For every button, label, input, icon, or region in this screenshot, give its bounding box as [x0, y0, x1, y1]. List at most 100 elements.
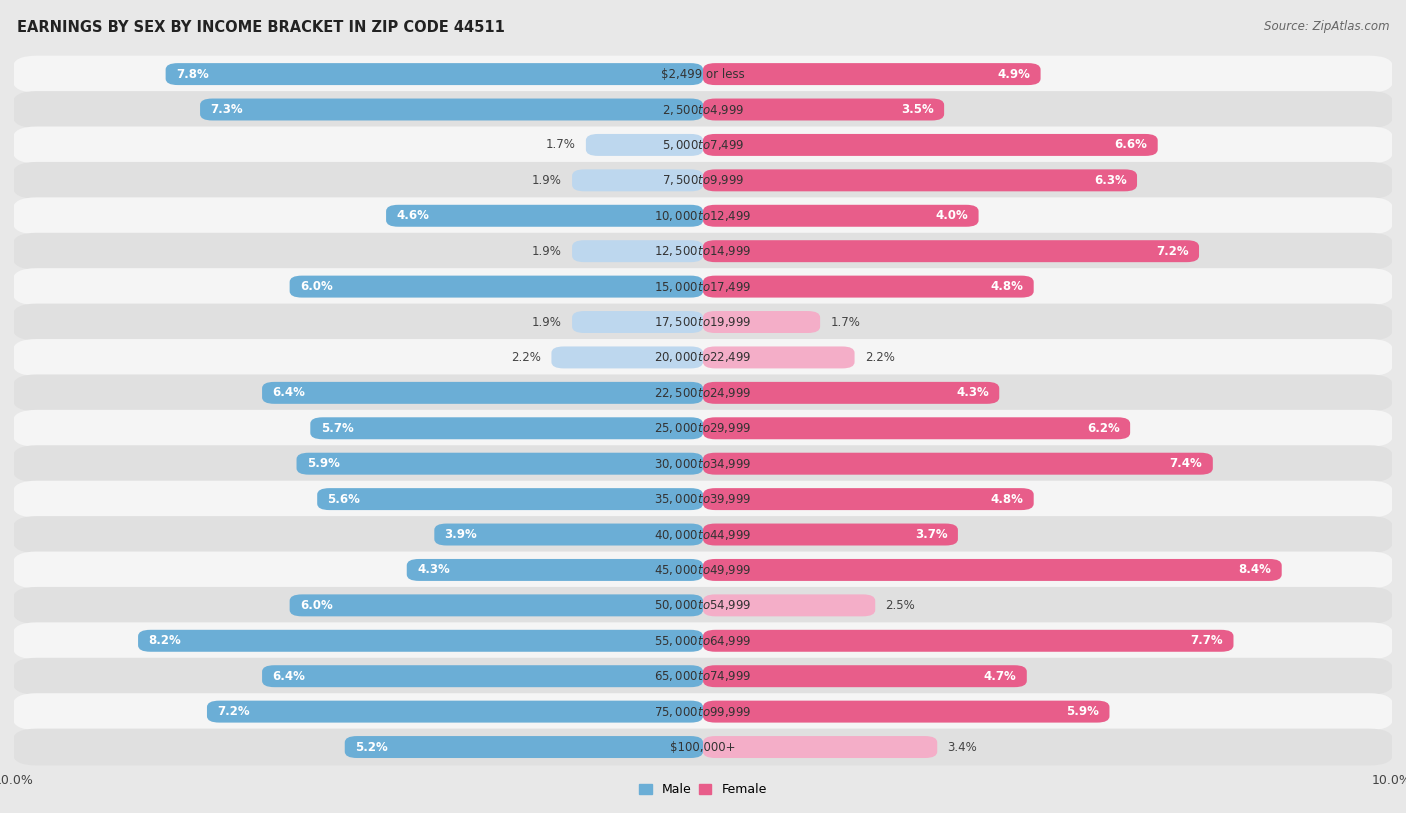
FancyBboxPatch shape — [318, 488, 703, 510]
FancyBboxPatch shape — [290, 594, 703, 616]
FancyBboxPatch shape — [13, 480, 1393, 518]
Text: $15,000 to $17,499: $15,000 to $17,499 — [654, 280, 752, 293]
Text: $50,000 to $54,999: $50,000 to $54,999 — [654, 598, 752, 612]
Text: $45,000 to $49,999: $45,000 to $49,999 — [654, 563, 752, 577]
FancyBboxPatch shape — [703, 453, 1213, 475]
Text: 8.2%: 8.2% — [149, 634, 181, 647]
Text: 6.6%: 6.6% — [1115, 138, 1147, 151]
Text: 2.5%: 2.5% — [886, 599, 915, 612]
FancyBboxPatch shape — [703, 276, 1033, 298]
Text: 6.2%: 6.2% — [1087, 422, 1119, 435]
Text: 5.6%: 5.6% — [328, 493, 360, 506]
FancyBboxPatch shape — [703, 630, 1233, 652]
Text: $22,500 to $24,999: $22,500 to $24,999 — [654, 386, 752, 400]
Text: 2.2%: 2.2% — [865, 351, 894, 364]
Text: 6.0%: 6.0% — [299, 599, 333, 612]
Text: 4.8%: 4.8% — [990, 493, 1024, 506]
FancyBboxPatch shape — [13, 303, 1393, 341]
FancyBboxPatch shape — [13, 233, 1393, 270]
FancyBboxPatch shape — [13, 623, 1393, 659]
Text: 3.9%: 3.9% — [444, 528, 478, 541]
FancyBboxPatch shape — [13, 693, 1393, 730]
Text: 2.2%: 2.2% — [512, 351, 541, 364]
Text: 6.4%: 6.4% — [273, 670, 305, 683]
Text: 4.7%: 4.7% — [984, 670, 1017, 683]
FancyBboxPatch shape — [166, 63, 703, 85]
Text: $35,000 to $39,999: $35,000 to $39,999 — [654, 492, 752, 506]
Text: $17,500 to $19,999: $17,500 to $19,999 — [654, 315, 752, 329]
Text: Source: ZipAtlas.com: Source: ZipAtlas.com — [1264, 20, 1389, 33]
FancyBboxPatch shape — [290, 276, 703, 298]
Text: 7.8%: 7.8% — [176, 67, 208, 80]
FancyBboxPatch shape — [13, 446, 1393, 482]
FancyBboxPatch shape — [13, 551, 1393, 589]
Text: 5.9%: 5.9% — [1066, 705, 1099, 718]
Text: 6.3%: 6.3% — [1094, 174, 1126, 187]
Text: $2,499 or less: $2,499 or less — [661, 67, 745, 80]
FancyBboxPatch shape — [703, 524, 957, 546]
FancyBboxPatch shape — [13, 658, 1393, 694]
Text: $12,500 to $14,999: $12,500 to $14,999 — [654, 244, 752, 259]
FancyBboxPatch shape — [200, 98, 703, 120]
Text: 5.2%: 5.2% — [356, 741, 388, 754]
FancyBboxPatch shape — [551, 346, 703, 368]
Text: 1.9%: 1.9% — [531, 245, 562, 258]
FancyBboxPatch shape — [13, 91, 1393, 128]
Text: $75,000 to $99,999: $75,000 to $99,999 — [654, 705, 752, 719]
FancyBboxPatch shape — [13, 55, 1393, 93]
Text: 1.7%: 1.7% — [831, 315, 860, 328]
Text: 8.4%: 8.4% — [1239, 563, 1271, 576]
FancyBboxPatch shape — [703, 98, 945, 120]
Text: 6.4%: 6.4% — [273, 386, 305, 399]
FancyBboxPatch shape — [703, 665, 1026, 687]
Text: $65,000 to $74,999: $65,000 to $74,999 — [654, 669, 752, 683]
Text: 1.9%: 1.9% — [531, 315, 562, 328]
FancyBboxPatch shape — [703, 382, 1000, 404]
FancyBboxPatch shape — [13, 339, 1393, 376]
FancyBboxPatch shape — [703, 240, 1199, 262]
FancyBboxPatch shape — [434, 524, 703, 546]
Text: $5,000 to $7,499: $5,000 to $7,499 — [662, 138, 744, 152]
Text: 7.3%: 7.3% — [211, 103, 243, 116]
FancyBboxPatch shape — [138, 630, 703, 652]
Text: $20,000 to $22,499: $20,000 to $22,499 — [654, 350, 752, 364]
FancyBboxPatch shape — [703, 417, 1130, 439]
FancyBboxPatch shape — [387, 205, 703, 227]
Text: $100,000+: $100,000+ — [671, 741, 735, 754]
Text: $2,500 to $4,999: $2,500 to $4,999 — [662, 102, 744, 116]
FancyBboxPatch shape — [13, 410, 1393, 446]
Text: 4.8%: 4.8% — [990, 280, 1024, 293]
FancyBboxPatch shape — [572, 169, 703, 191]
Text: 4.0%: 4.0% — [935, 209, 969, 222]
FancyBboxPatch shape — [207, 701, 703, 723]
FancyBboxPatch shape — [13, 516, 1393, 553]
FancyBboxPatch shape — [13, 375, 1393, 411]
FancyBboxPatch shape — [406, 559, 703, 581]
FancyBboxPatch shape — [13, 268, 1393, 305]
Text: 3.5%: 3.5% — [901, 103, 934, 116]
Text: 3.4%: 3.4% — [948, 741, 977, 754]
FancyBboxPatch shape — [13, 127, 1393, 163]
FancyBboxPatch shape — [703, 311, 820, 333]
Text: 7.7%: 7.7% — [1191, 634, 1223, 647]
FancyBboxPatch shape — [13, 728, 1393, 766]
FancyBboxPatch shape — [703, 134, 1157, 156]
FancyBboxPatch shape — [703, 205, 979, 227]
Text: $7,500 to $9,999: $7,500 to $9,999 — [662, 173, 744, 187]
Text: 5.7%: 5.7% — [321, 422, 353, 435]
FancyBboxPatch shape — [572, 311, 703, 333]
Text: 4.3%: 4.3% — [418, 563, 450, 576]
Text: 7.4%: 7.4% — [1170, 457, 1202, 470]
Text: 6.0%: 6.0% — [299, 280, 333, 293]
FancyBboxPatch shape — [703, 594, 875, 616]
Text: 1.7%: 1.7% — [546, 138, 575, 151]
Text: 4.9%: 4.9% — [997, 67, 1031, 80]
Text: 4.3%: 4.3% — [956, 386, 988, 399]
FancyBboxPatch shape — [703, 488, 1033, 510]
Text: $55,000 to $64,999: $55,000 to $64,999 — [654, 634, 752, 648]
Text: $40,000 to $44,999: $40,000 to $44,999 — [654, 528, 752, 541]
FancyBboxPatch shape — [703, 736, 938, 758]
FancyBboxPatch shape — [344, 736, 703, 758]
Text: EARNINGS BY SEX BY INCOME BRACKET IN ZIP CODE 44511: EARNINGS BY SEX BY INCOME BRACKET IN ZIP… — [17, 20, 505, 35]
Text: 1.9%: 1.9% — [531, 174, 562, 187]
